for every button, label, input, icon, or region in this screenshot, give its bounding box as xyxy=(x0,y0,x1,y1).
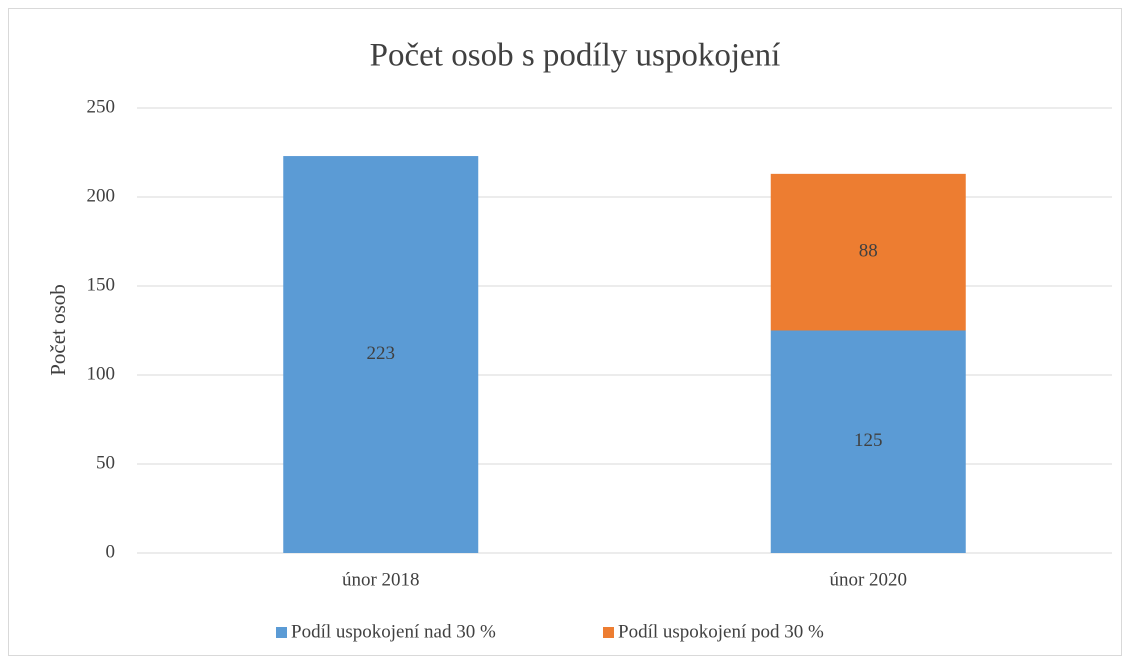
bar-segment xyxy=(283,156,479,553)
data-label: 88 xyxy=(859,241,878,262)
x-tick-label: únor 2018 xyxy=(342,569,420,590)
bar-segment xyxy=(770,173,966,331)
y-tick-label: 200 xyxy=(87,185,116,206)
y-tick-label: 100 xyxy=(87,363,116,384)
legend-label: Podíl uspokojení nad 30 % xyxy=(291,621,496,642)
y-axis-label: Počet osob xyxy=(46,284,70,376)
bar-segment xyxy=(770,330,966,553)
legend-swatch xyxy=(603,627,614,638)
data-label: 125 xyxy=(854,430,883,451)
data-label: 223 xyxy=(367,343,396,364)
legend-swatch xyxy=(276,627,287,638)
y-tick-label: 50 xyxy=(96,452,115,473)
y-tick-label: 150 xyxy=(87,274,116,295)
legend-label: Podíl uspokojení pod 30 % xyxy=(618,621,824,642)
y-tick-label: 0 xyxy=(106,541,116,562)
y-tick-label: 250 xyxy=(87,96,116,117)
chart-title: Počet osob s podíly uspokojení xyxy=(370,38,781,74)
x-tick-label: únor 2020 xyxy=(829,569,907,590)
